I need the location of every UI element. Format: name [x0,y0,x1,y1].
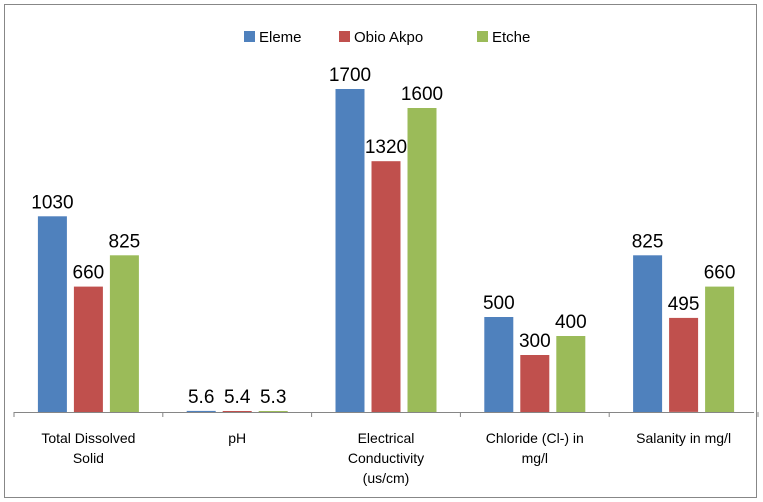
bar-eleme-3 [484,317,514,412]
x-tick-label-0-1: Solid [73,450,104,466]
bar-etche-1 [258,411,288,412]
x-tick-label-2-0: Electrical [358,430,415,446]
data-label-eleme-3: 500 [483,293,515,314]
bar-etche-2 [407,108,437,412]
legend-label-eleme: Eleme [259,29,302,46]
bar-etche-0 [109,255,139,413]
data-label-obio-akpo-1: 5.4 [224,387,251,408]
bar-etche-4 [705,286,735,412]
data-label-obio-akpo-4: 495 [668,294,700,315]
bar-etche-3 [556,336,586,412]
data-label-obio-akpo-2: 1320 [365,137,407,158]
legend-swatch-eleme [244,31,255,42]
data-label-eleme-1: 5.6 [188,387,214,408]
legend-label-etche: Etche [492,29,530,46]
legend-label-obio-akpo: Obio Akpo [354,29,423,46]
data-label-etche-1: 5.3 [260,387,286,408]
x-tick-label-1-0: pH [228,430,246,446]
data-label-eleme-0: 1030 [31,192,73,213]
data-label-etche-4: 660 [704,263,736,284]
bar-eleme-1 [186,410,216,412]
x-tick-label-2-1: Conductivity [348,450,424,466]
bar-obio-akpo-3 [520,355,550,412]
bar-eleme-2 [335,89,365,412]
data-label-eleme-2: 1700 [329,65,371,86]
bar-eleme-0 [37,216,67,412]
x-tick-label-3-0: Chloride (Cl-) in [486,430,584,446]
bar-obio-akpo-0 [73,286,103,412]
x-tick-label-0-0: Total Dissolved [41,430,135,446]
data-label-etche-3: 400 [555,312,587,333]
bar-obio-akpo-2 [371,161,401,412]
bar-obio-akpo-4 [669,317,699,412]
x-tick-label-3-1: mg/l [522,450,548,466]
data-label-etche-0: 825 [109,231,141,252]
legend-swatch-etche [477,31,488,42]
x-tick-label-4-0: Salanity in mg/l [636,430,731,446]
data-label-obio-akpo-0: 660 [73,263,105,284]
bar-eleme-4 [633,255,663,413]
data-label-eleme-4: 825 [632,231,664,252]
x-tick-label-2-2: (us/cm) [363,470,410,486]
data-label-etche-2: 1600 [401,84,443,105]
bar-obio-akpo-1 [222,411,252,412]
data-label-obio-akpo-3: 300 [519,331,551,352]
legend-swatch-obio-akpo [339,31,350,42]
